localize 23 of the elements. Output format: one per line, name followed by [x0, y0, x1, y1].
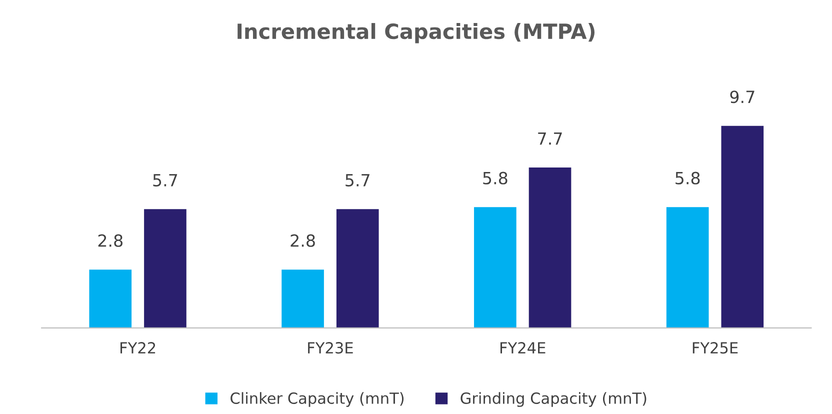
data-label: 5.8	[676, 172, 700, 184]
legend-label: Clinker Capacity (mnT)	[230, 392, 404, 407]
data-label: 5.7	[153, 174, 178, 186]
bar	[528, 168, 572, 328]
x-tick-label: FY24E	[500, 342, 546, 354]
chart-title: Incremental Capacities (MTPA)	[238, 23, 594, 44]
bar	[336, 209, 379, 328]
data-label: 9.7	[730, 90, 754, 104]
data-label: 5.8	[483, 172, 508, 184]
legend-label: Grinding Capacity (mnT)	[460, 392, 646, 407]
bar	[721, 126, 764, 328]
x-tick-label: FY22	[120, 342, 156, 354]
data-label: 5.7	[346, 174, 370, 186]
data-label: 7.7	[538, 132, 562, 145]
bar	[89, 270, 132, 328]
x-tick-label: FY23E	[308, 342, 353, 354]
bar	[666, 207, 709, 328]
data-label: 2.8	[98, 234, 122, 247]
data-label: 2.8	[290, 234, 315, 247]
bar	[282, 270, 324, 328]
bar	[144, 209, 186, 328]
x-tick-label: FY25E	[692, 342, 738, 354]
bar	[474, 207, 516, 328]
